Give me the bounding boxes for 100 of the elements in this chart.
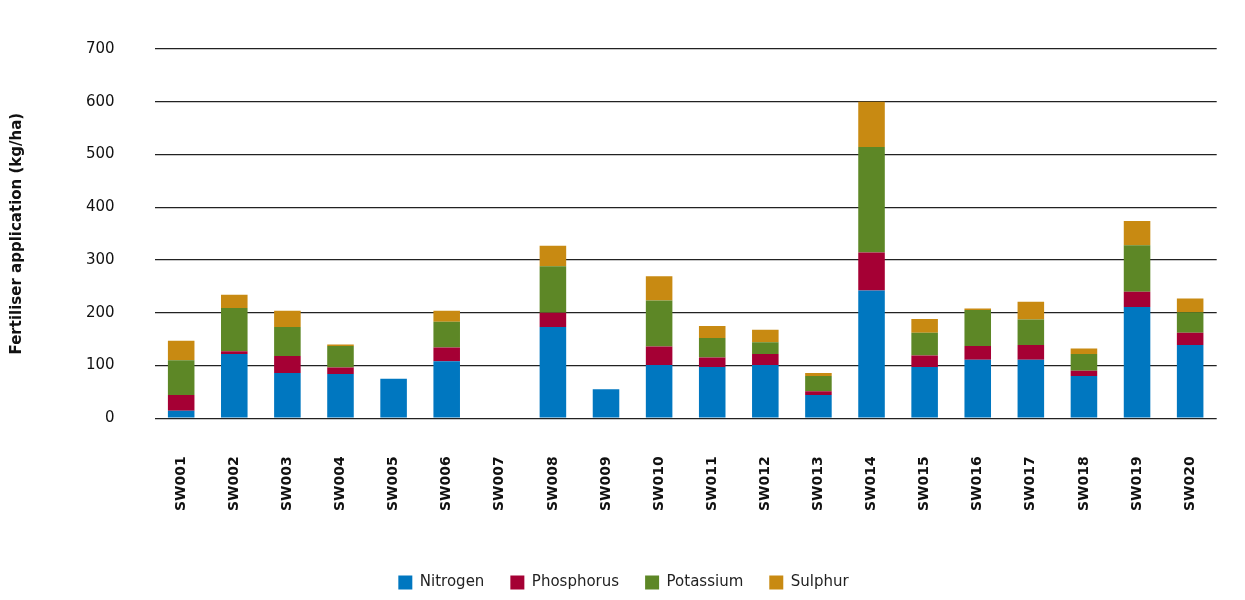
bar bbox=[1017, 359, 1045, 418]
bar bbox=[1123, 291, 1151, 307]
bar bbox=[1176, 298, 1204, 313]
bar bbox=[752, 364, 779, 418]
x-tick-label: SW009 bbox=[596, 456, 613, 511]
bar bbox=[698, 367, 726, 418]
x-tick-label: SW004 bbox=[331, 455, 348, 511]
x-tick-label: SW013 bbox=[809, 456, 826, 511]
bar bbox=[433, 321, 460, 348]
x-tick-label: SW007 bbox=[490, 456, 507, 511]
bar bbox=[1017, 301, 1045, 320]
bar bbox=[274, 356, 301, 373]
x-tick-label: SW020 bbox=[1180, 455, 1197, 511]
bar bbox=[433, 347, 460, 362]
bar bbox=[1123, 245, 1151, 292]
bar bbox=[858, 290, 885, 418]
y-tick-label: 200 bbox=[85, 302, 115, 321]
bar bbox=[964, 310, 992, 346]
y-tick-label: 500 bbox=[85, 144, 115, 163]
legend-label: Potassium bbox=[666, 572, 744, 591]
bar bbox=[752, 353, 779, 365]
bar bbox=[1176, 332, 1204, 345]
x-tick-label: SW011 bbox=[702, 456, 719, 511]
bar bbox=[698, 325, 726, 339]
bar bbox=[805, 376, 832, 392]
bar bbox=[964, 359, 992, 418]
bar bbox=[752, 342, 779, 354]
x-tick-label: SW001 bbox=[171, 456, 188, 511]
x-tick-label: SW014 bbox=[862, 455, 879, 511]
bar bbox=[539, 326, 567, 418]
bar bbox=[805, 391, 832, 396]
bar bbox=[327, 373, 354, 418]
bar bbox=[911, 367, 938, 418]
bar bbox=[221, 353, 248, 418]
bar bbox=[1176, 312, 1204, 333]
x-tick-label: SW016 bbox=[968, 456, 985, 511]
bar bbox=[433, 310, 460, 322]
x-tick-label: SW017 bbox=[1021, 456, 1038, 511]
bar bbox=[221, 294, 248, 308]
bar bbox=[911, 319, 938, 333]
bar bbox=[539, 245, 567, 267]
y-tick-label: 0 bbox=[105, 408, 115, 427]
x-tick-label: SW018 bbox=[1074, 456, 1091, 511]
bar bbox=[433, 361, 460, 418]
y-tick-label: 700 bbox=[85, 38, 115, 57]
bar bbox=[327, 367, 354, 374]
bar bbox=[380, 378, 407, 418]
bar bbox=[539, 266, 567, 313]
bar bbox=[327, 345, 354, 368]
x-tick-label: SW010 bbox=[649, 455, 666, 511]
x-tick-label: SW019 bbox=[1127, 456, 1144, 511]
bar bbox=[167, 410, 195, 418]
x-tick-label: SW005 bbox=[384, 456, 401, 511]
bar bbox=[1070, 353, 1098, 371]
x-tick-label: SW008 bbox=[543, 456, 560, 511]
bar bbox=[1070, 370, 1098, 377]
x-tick-label: SW015 bbox=[915, 456, 932, 511]
x-tick-label: SW012 bbox=[755, 456, 772, 511]
y-tick-label: 300 bbox=[85, 249, 115, 268]
bar bbox=[221, 308, 248, 352]
bar bbox=[858, 252, 885, 291]
bar bbox=[1017, 319, 1045, 345]
bar bbox=[1070, 376, 1098, 418]
bar bbox=[645, 364, 673, 418]
x-tick-label: SW006 bbox=[437, 456, 454, 511]
bar bbox=[645, 276, 673, 301]
bar bbox=[645, 300, 673, 347]
y-tick-label: 100 bbox=[85, 355, 115, 374]
bar bbox=[805, 395, 832, 418]
bar bbox=[274, 326, 301, 357]
bar bbox=[858, 147, 885, 253]
legend-label: Nitrogen bbox=[419, 572, 485, 591]
legend-label: Phosphorus bbox=[531, 572, 620, 591]
bar bbox=[1123, 220, 1151, 246]
bar bbox=[645, 346, 673, 365]
bar bbox=[752, 329, 779, 343]
bar bbox=[805, 372, 832, 377]
bar bbox=[911, 355, 938, 368]
bar bbox=[274, 310, 301, 327]
bar bbox=[167, 360, 195, 396]
bar bbox=[698, 357, 726, 368]
x-tick-label: SW002 bbox=[224, 456, 241, 511]
y-axis-title: Fertiliser application (kg/ha) bbox=[6, 112, 25, 355]
bar bbox=[858, 101, 885, 148]
bar bbox=[1070, 348, 1098, 354]
bar bbox=[221, 351, 248, 354]
x-tick-label: SW003 bbox=[278, 456, 295, 511]
bar bbox=[167, 340, 195, 361]
bar bbox=[1017, 344, 1045, 360]
bar bbox=[964, 345, 992, 360]
y-tick-label: 600 bbox=[85, 91, 115, 110]
bar bbox=[911, 332, 938, 356]
bar bbox=[539, 312, 567, 327]
bar bbox=[1123, 306, 1151, 418]
bar bbox=[698, 338, 726, 358]
bar bbox=[167, 395, 195, 411]
y-tick-label: 400 bbox=[85, 197, 115, 216]
legend-label: Sulphur bbox=[790, 572, 850, 591]
bar bbox=[592, 389, 620, 418]
bar bbox=[1176, 344, 1204, 418]
